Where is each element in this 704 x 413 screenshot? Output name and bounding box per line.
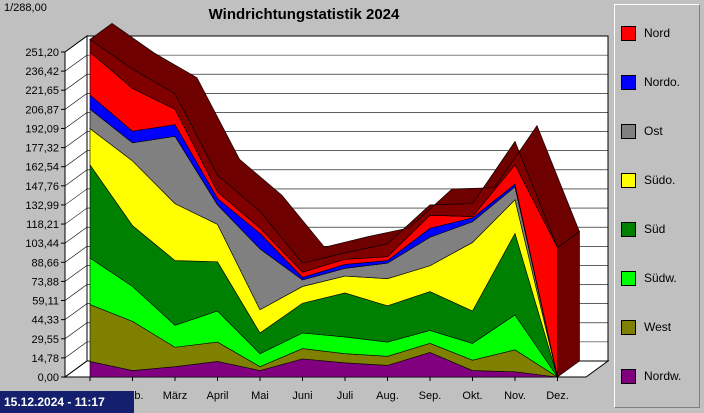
left-wall xyxy=(64,35,88,378)
x-tick-label: Nov. xyxy=(504,390,526,402)
gridline xyxy=(64,73,88,91)
legend-label: Nord xyxy=(644,26,671,40)
y-tick-label: 59,11 xyxy=(32,296,59,308)
chart-legend: Nord Nordo. Ost Südo. Süd Südw. West Nordw. xyxy=(614,4,700,408)
x-tick-label: Sep. xyxy=(419,390,442,402)
gridline xyxy=(64,112,88,129)
y-tick-label: 0,00 xyxy=(38,372,59,384)
timestamp-badge: 15.12.2024 - 11:17 xyxy=(0,391,134,413)
y-tick-label: 147,76 xyxy=(25,181,59,193)
y-tick-label: 251,20 xyxy=(25,47,59,59)
legend-swatch xyxy=(621,25,636,41)
x-tick-label: April xyxy=(206,390,228,402)
legend-label: Südo. xyxy=(644,173,676,187)
legend-item: Süd xyxy=(621,219,665,239)
y-tick-label: 44,33 xyxy=(31,315,59,327)
legend-item: Südw. xyxy=(621,268,677,288)
legend-label: West xyxy=(644,320,672,334)
y-tick-label: 29,55 xyxy=(31,334,59,346)
y-tick-label: 221,65 xyxy=(25,85,59,97)
gridline xyxy=(64,265,88,282)
legend-swatch xyxy=(621,74,636,90)
x-tick-label: Aug. xyxy=(376,390,399,402)
legend-item: Nord xyxy=(621,23,670,43)
gridline xyxy=(64,207,88,225)
x-tick-label: Mai xyxy=(251,390,269,402)
gridline xyxy=(64,150,88,167)
legend-label: Südw. xyxy=(644,271,677,285)
gridline xyxy=(64,188,88,206)
y-tick-label: 206,87 xyxy=(25,104,59,116)
scale-max-label: 1/288,00 xyxy=(4,2,47,14)
gridline xyxy=(64,322,88,340)
legend-label: Ost xyxy=(644,124,663,138)
gridline xyxy=(64,341,88,359)
legend-item: Ost xyxy=(621,121,663,141)
legend-item: Südo. xyxy=(621,170,675,190)
y-tick-label: 103,44 xyxy=(25,238,59,250)
x-tick-label: Dez. xyxy=(546,390,569,402)
gridline xyxy=(64,226,88,244)
y-tick-label: 236,42 xyxy=(25,66,59,78)
gridline xyxy=(64,35,88,53)
legend-swatch xyxy=(621,368,636,384)
gridline xyxy=(64,246,88,263)
gridline xyxy=(64,54,88,72)
legend-label: Nordw. xyxy=(644,369,682,383)
chart-title: Windrichtungstatistik 2024 xyxy=(208,6,400,23)
y-tick-label: 192,09 xyxy=(25,123,59,135)
gridline xyxy=(64,303,88,320)
gridline xyxy=(64,93,88,110)
legend-label: Süd xyxy=(644,222,666,236)
gridline xyxy=(64,169,88,187)
legend-item: Nordo. xyxy=(621,72,680,92)
legend-item: Nordw. xyxy=(621,366,681,386)
x-tick-label: Okt. xyxy=(462,390,482,402)
y-tick-label: 162,54 xyxy=(25,162,59,174)
y-tick-label: 88,66 xyxy=(31,257,59,269)
y-tick-label: 132,99 xyxy=(25,200,59,212)
legend-label: Nordo. xyxy=(644,75,681,89)
legend-swatch xyxy=(621,123,636,139)
legend-swatch xyxy=(621,172,636,188)
legend-swatch xyxy=(621,319,636,335)
x-tick-label: Juni xyxy=(292,390,312,402)
gridline xyxy=(64,360,88,378)
x-tick-label: Juli xyxy=(337,390,354,402)
gridline xyxy=(64,284,88,301)
gridline xyxy=(64,131,88,148)
legend-swatch xyxy=(621,270,636,286)
legend-item: West xyxy=(621,317,671,337)
y-tick-label: 118,21 xyxy=(26,219,59,231)
area-end-face xyxy=(557,231,580,378)
x-tick-label: März xyxy=(163,390,187,402)
y-tick-label: 73,88 xyxy=(31,276,59,288)
y-tick-label: 14,78 xyxy=(31,353,59,365)
y-tick-label: 177,32 xyxy=(25,143,59,155)
legend-swatch xyxy=(621,221,636,237)
